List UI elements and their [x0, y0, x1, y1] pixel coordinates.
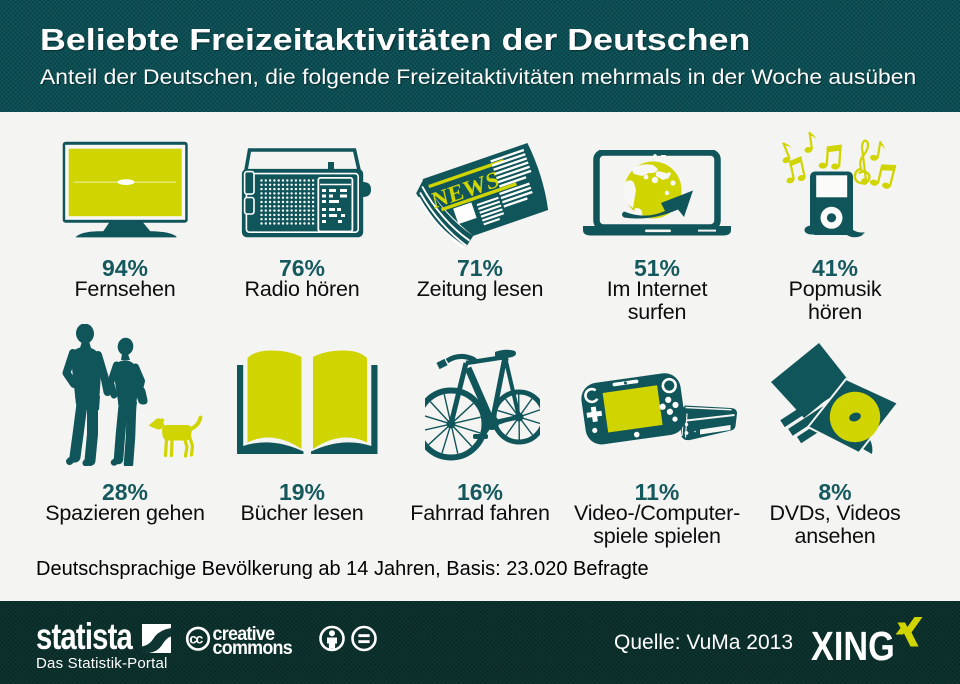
svg-text:commons: commons — [213, 636, 293, 655]
svg-text:cc: cc — [189, 630, 203, 646]
svg-text:creative: creative — [213, 625, 275, 644]
